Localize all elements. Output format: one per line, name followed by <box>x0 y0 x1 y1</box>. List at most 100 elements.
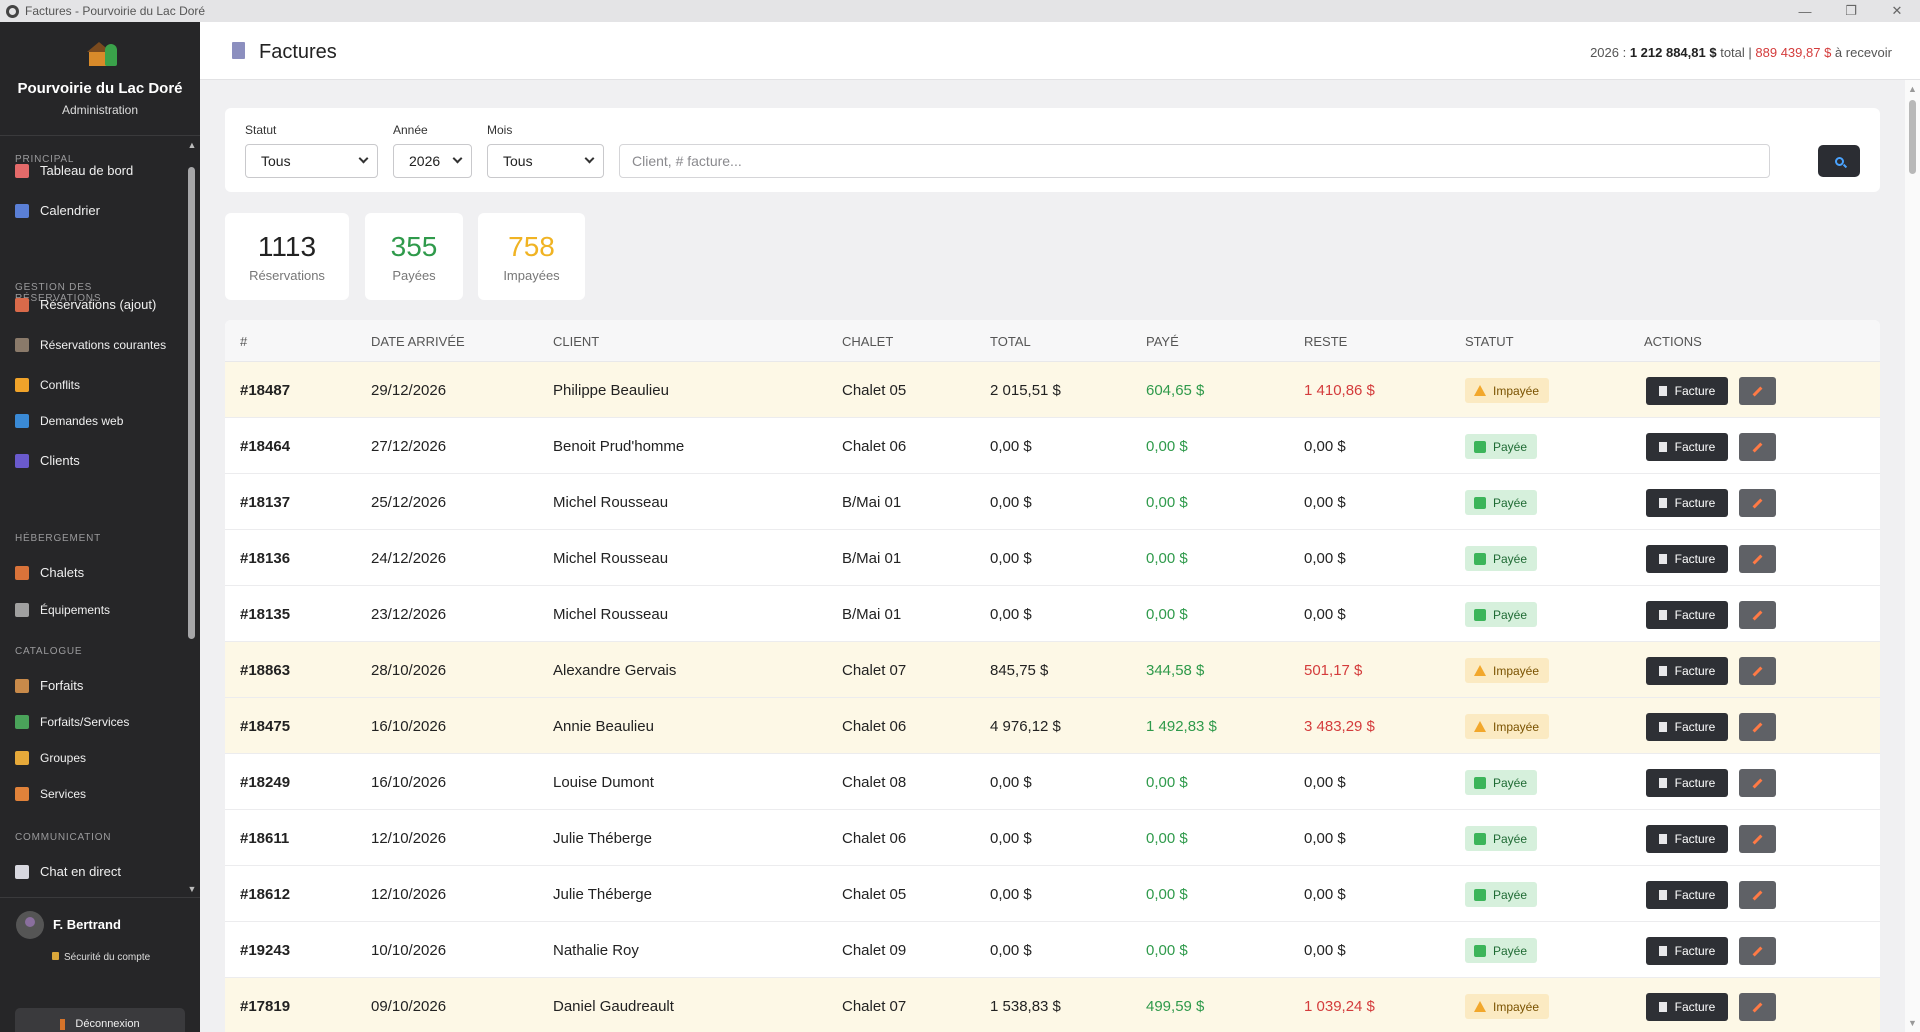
cell-chalet: Chalet 05 <box>842 382 907 399</box>
edit-button[interactable] <box>1739 825 1776 853</box>
table-row: #18137 25/12/2026 Michel Rousseau B/Mai 01 0… <box>225 474 1880 530</box>
users-icon <box>15 454 29 468</box>
sidebar-scroll-thumb[interactable] <box>188 167 195 639</box>
status-badge: Payée <box>1465 882 1538 907</box>
sidebar-item[interactable]: Équipements <box>0 594 184 626</box>
edit-button[interactable] <box>1739 993 1776 1021</box>
summary-due-word: à recevoir <box>1834 45 1892 60</box>
cell-total: 0,00 $ <box>990 494 1032 511</box>
cabin-icon <box>15 566 29 580</box>
pencil-icon <box>1752 554 1763 564</box>
sidebar-item-label: Chalets <box>40 565 85 580</box>
sidebar-item[interactable]: Conflits <box>0 369 184 401</box>
month-select[interactable]: Tous <box>487 144 604 178</box>
facture-button-label: Facture <box>1674 720 1716 734</box>
chevron-down-icon <box>584 153 595 164</box>
brand-name: Pourvoirie du Lac Doré <box>17 80 183 97</box>
facture-button-label: Facture <box>1674 888 1716 902</box>
cell-remaining: 0,00 $ <box>1304 606 1346 623</box>
edit-button[interactable] <box>1739 881 1776 909</box>
sidebar-item[interactable]: Demandes web <box>0 405 184 437</box>
sidebar-item-label: Forfaits/Services <box>40 715 130 729</box>
table-header: # DATE ARRIVÉE CLIENT CHALET TOTAL PAYÉ RESTE S… <box>225 320 1880 362</box>
edit-button[interactable] <box>1739 657 1776 685</box>
sidebar-item[interactable]: Clients <box>0 445 184 477</box>
status-label: Payée <box>1493 943 1528 958</box>
account-security-label: Sécurité du compte <box>64 952 151 963</box>
sidebar-item[interactable]: Réservations courantes <box>0 329 184 361</box>
month-select-value: Tous <box>503 153 533 169</box>
sidebar-item-label: Conflits <box>40 378 81 392</box>
sidebar-item[interactable]: Chalets <box>0 557 184 589</box>
facture-button[interactable]: Facture <box>1646 769 1728 797</box>
main-scroll-thumb[interactable] <box>1909 100 1916 174</box>
close-window-button[interactable]: ✕ <box>1891 3 1903 18</box>
facture-button[interactable]: Facture <box>1646 825 1728 853</box>
cell-paid: 0,00 $ <box>1146 606 1188 623</box>
minimize-button[interactable]: — <box>1798 3 1812 19</box>
warning-icon <box>1474 1001 1486 1012</box>
sidebar-section-title: CATALOGUE <box>15 646 83 657</box>
cell-remaining: 0,00 $ <box>1304 886 1346 903</box>
sidebar-item[interactable]: Calendrier <box>0 195 184 227</box>
search-button[interactable] <box>1818 145 1860 177</box>
cell-client: Julie Théberge <box>553 830 652 847</box>
facture-button[interactable]: Facture <box>1646 657 1728 685</box>
logout-button[interactable]: Déconnexion <box>15 1008 185 1032</box>
sidebar-section-title: PRINCIPAL <box>15 154 75 165</box>
facture-button[interactable]: Facture <box>1646 545 1728 573</box>
edit-button[interactable] <box>1739 545 1776 573</box>
facture-button[interactable]: Facture <box>1646 993 1728 1021</box>
main-scroll-up-icon[interactable]: ▲ <box>1908 84 1917 94</box>
cell-arrival-date: 16/10/2026 <box>371 774 447 791</box>
facture-button[interactable]: Facture <box>1646 489 1728 517</box>
sidebar-item[interactable]: Groupes <box>0 742 184 774</box>
sidebar-item[interactable]: Tableau de bord <box>0 155 184 187</box>
edit-button[interactable] <box>1739 601 1776 629</box>
sidebar-item[interactable]: Chat en direct <box>0 856 184 888</box>
sidebar-item[interactable]: Forfaits/Services <box>0 706 184 738</box>
cell-chalet: Chalet 07 <box>842 998 907 1015</box>
maximize-button[interactable]: ❐ <box>1845 3 1857 18</box>
edit-button[interactable] <box>1739 377 1776 405</box>
main-scroll-down-icon[interactable]: ▼ <box>1908 1018 1917 1028</box>
brand: Pourvoirie du Lac Doré Administration <box>0 22 200 136</box>
sidebar-item[interactable]: Forfaits <box>0 670 184 702</box>
search-input[interactable] <box>619 144 1770 178</box>
sidebar-item[interactable]: Réservations (ajout) <box>0 289 184 321</box>
status-select-value: Tous <box>261 153 291 169</box>
cell-remaining: 1 039,24 $ <box>1304 998 1375 1015</box>
sidebar-item[interactable]: Services <box>0 778 184 810</box>
facture-button-label: Facture <box>1674 664 1716 678</box>
cell-arrival-date: 25/12/2026 <box>371 494 447 511</box>
facture-button[interactable]: Facture <box>1646 713 1728 741</box>
user-name: F. Bertrand <box>53 917 121 932</box>
status-select[interactable]: Tous <box>245 144 378 178</box>
cell-total: 4 976,12 $ <box>990 718 1061 735</box>
edit-button[interactable] <box>1739 489 1776 517</box>
cell-paid: 0,00 $ <box>1146 774 1188 791</box>
cell-arrival-date: 12/10/2026 <box>371 830 447 847</box>
edit-button[interactable] <box>1739 769 1776 797</box>
edit-button[interactable] <box>1739 937 1776 965</box>
sidebar-scroll-up-icon[interactable]: ▲ <box>187 140 197 150</box>
puzzle-icon <box>15 715 29 729</box>
account-security-link[interactable]: Sécurité du compte <box>52 952 150 963</box>
year-filter-label: Année <box>393 123 428 137</box>
main-scrollbar[interactable]: ▲ ▼ <box>1905 80 1920 1032</box>
facture-button[interactable]: Facture <box>1646 937 1728 965</box>
edit-button[interactable] <box>1739 433 1776 461</box>
table-row: #18249 16/10/2026 Louise Dumont Chalet 08 0,… <box>225 754 1880 810</box>
header-col-remaining: RESTE <box>1304 334 1348 349</box>
sidebar-scroll-down-icon[interactable]: ▼ <box>187 884 197 894</box>
edit-button[interactable] <box>1739 713 1776 741</box>
cell-invoice-id: #18249 <box>240 774 291 791</box>
facture-button[interactable]: Facture <box>1646 377 1728 405</box>
facture-button[interactable]: Facture <box>1646 601 1728 629</box>
cabin-logo-icon <box>83 42 117 70</box>
facture-button[interactable]: Facture <box>1646 433 1728 461</box>
facture-button[interactable]: Facture <box>1646 881 1728 909</box>
year-select[interactable]: 2026 <box>393 144 472 178</box>
cell-client: Nathalie Roy <box>553 942 639 959</box>
status-badge: Payée <box>1465 826 1538 851</box>
